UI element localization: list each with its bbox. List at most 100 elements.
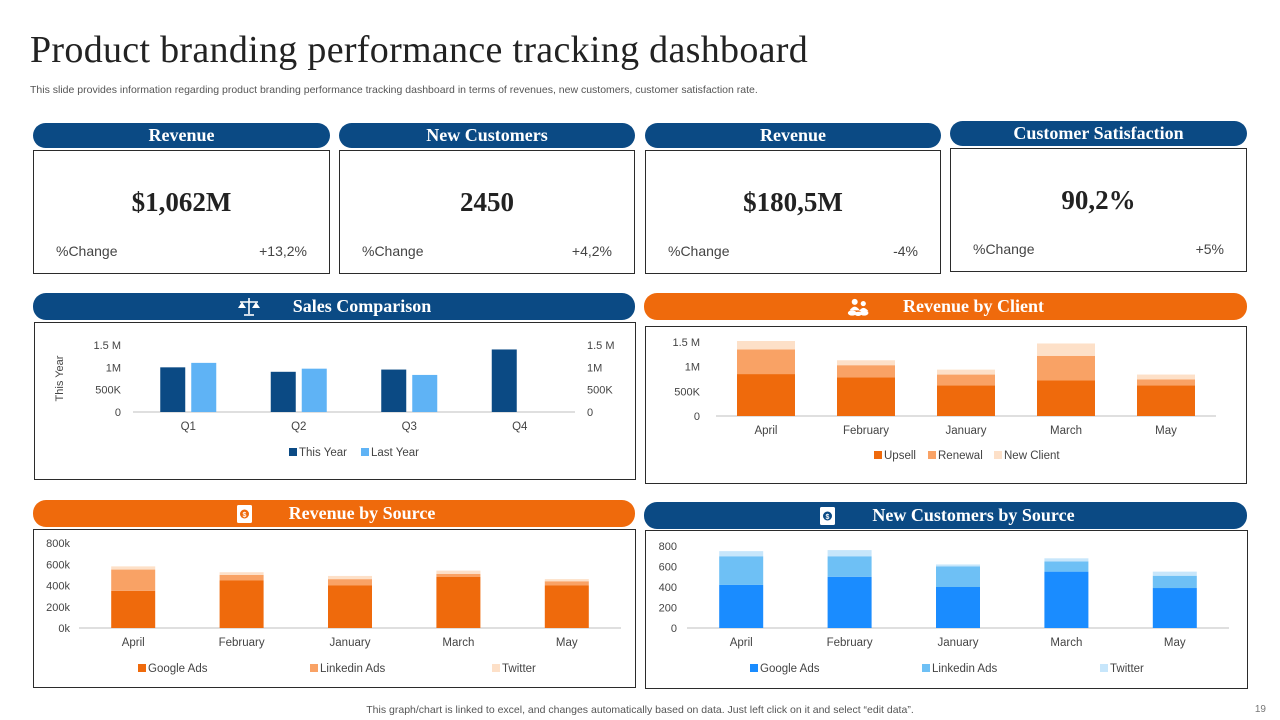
y-tick-label: 1M: [106, 362, 121, 374]
new-customers-by-source-header: $ New Customers by Source: [644, 502, 1247, 529]
page-subtitle: This slide provides information regardin…: [30, 84, 758, 96]
money-document-icon: $: [816, 505, 840, 527]
revenue-by-source-chart-box: 0k 200k 400k 600k 800k April February January Ma…: [33, 529, 636, 688]
bar-twitter: [111, 566, 156, 570]
bar-new-client: [1037, 343, 1095, 356]
kpi-value: 90,2%: [1061, 185, 1136, 215]
bar-twitter: [436, 570, 481, 574]
bar-upsell: [1137, 385, 1195, 416]
y-tick-label: 500K: [674, 386, 700, 398]
x-tick-label: May: [556, 637, 578, 649]
y-tick-label: 500K: [95, 385, 121, 397]
secondary-y-tick-label: 0: [587, 407, 593, 419]
legend-label: Google Ads: [760, 663, 820, 675]
bar-twitter: [544, 579, 589, 582]
bar-google-ads: [1152, 588, 1197, 628]
y-tick-label: 600: [659, 562, 677, 574]
revenue-by-client-chart: 0 500K 1M 1.5 M April February January March May…: [672, 337, 1216, 462]
bar-linkedin-ads: [719, 556, 764, 585]
svg-text:$: $: [242, 512, 246, 519]
bar-twitter: [328, 575, 372, 580]
bar-upsell: [937, 385, 995, 416]
legend-swatch: [994, 451, 1002, 459]
legend-swatch: [310, 664, 318, 672]
legend-label: Twitter: [1110, 663, 1144, 675]
x-tick-label: Q3: [402, 421, 417, 433]
section-header-label: New Customers by Source: [872, 505, 1075, 525]
x-tick-label: March: [1050, 425, 1082, 437]
bar-google-ads: [719, 584, 764, 628]
bar-new-client: [1137, 374, 1195, 380]
bar-upsell: [737, 374, 795, 416]
kpi-change-value: -4%: [893, 243, 918, 259]
y-tick-label: 1.5 M: [672, 337, 700, 349]
bar-this-year: [381, 369, 407, 412]
kpi-change-label: %Change: [973, 241, 1035, 257]
y-tick-label: 800: [659, 541, 677, 553]
kpi-customer-satisfaction-header: Customer Satisfaction: [950, 121, 1247, 146]
new-customers-by-source-chart: 0 200 400 600 800 April February January March Ma…: [659, 541, 1229, 675]
x-tick-label: March: [1050, 637, 1082, 649]
section-header-label: Revenue by Source: [288, 503, 436, 523]
x-tick-label: April: [754, 425, 777, 437]
bar-linkedin-ads: [936, 566, 980, 587]
sales-comparison-chart-box: 0 500K 1M 1.5 M 0 500K 1M 1.5 M This Year Q1 Q2 Q3 Q…: [34, 322, 636, 480]
svg-text:$: $: [826, 514, 830, 521]
legend-label: This Year: [299, 447, 347, 459]
kpi-value: $1,062M: [131, 187, 232, 217]
bar-linkedin-ads: [827, 556, 872, 577]
y-tick-label: 600k: [46, 559, 70, 571]
section-header-label: Sales Comparison: [292, 296, 432, 316]
bar-upsell: [837, 377, 895, 416]
bar-twitter: [936, 564, 980, 567]
kpi-new-customers-header: New Customers: [339, 123, 635, 148]
y-tick-label: 0: [115, 407, 121, 419]
legend-label: Google Ads: [148, 663, 208, 675]
legend-label: New Client: [1004, 450, 1060, 462]
y-tick-label: 200k: [46, 602, 70, 614]
legend-swatch: [492, 664, 500, 672]
kpi-value: 2450: [460, 187, 514, 217]
bar-linkedin-ads: [436, 573, 481, 577]
kpi-change-value: +13,2%: [259, 243, 307, 259]
bar-linkedin-ads: [1044, 561, 1089, 572]
kpi-header-label: Revenue: [760, 125, 826, 145]
page-title: Product branding performance tracking da…: [30, 29, 809, 71]
kpi-revenue-2-header: Revenue: [645, 123, 941, 148]
x-tick-label: March: [442, 637, 474, 649]
secondary-y-tick-label: 1M: [587, 362, 602, 374]
people-money-icon: [847, 296, 871, 318]
revenue-by-source-header: $ Revenue by Source: [33, 500, 635, 527]
x-tick-label: May: [1155, 425, 1177, 437]
y-tick-label: 0: [694, 411, 700, 423]
bar-google-ads: [328, 585, 372, 628]
kpi-revenue-2-card: $180,5M %Change -4%: [645, 150, 941, 274]
scale-icon: [237, 296, 261, 318]
bar-last-year: [191, 362, 217, 412]
legend-label: Renewal: [938, 450, 983, 462]
x-tick-label: May: [1164, 637, 1186, 649]
footer-note: This graph/chart is linked to excel, and…: [366, 704, 914, 716]
y-axis-label: This Year: [54, 355, 66, 401]
bar-linkedin-ads: [544, 581, 589, 586]
kpi-change-label: %Change: [668, 243, 730, 259]
kpi-header-label: Revenue: [148, 125, 215, 145]
bar-renewal: [937, 374, 995, 386]
x-tick-label: February: [827, 637, 873, 649]
new-customers-by-source-chart-box: 0 200 400 600 800 April February January March Ma…: [645, 530, 1248, 689]
revenue-by-source-chart: 0k 200k 400k 600k 800k April February January Ma…: [46, 538, 621, 675]
bar-new-client: [737, 341, 795, 350]
bar-this-year: [491, 349, 517, 412]
bar-new-client: [937, 369, 995, 375]
kpi-header-label: New Customers: [426, 125, 548, 145]
bar-google-ads: [827, 576, 872, 628]
kpi-change-label: %Change: [56, 243, 118, 259]
x-tick-label: April: [122, 637, 145, 649]
kpi-header-label: Customer Satisfaction: [1013, 123, 1184, 143]
x-tick-label: February: [843, 425, 889, 437]
secondary-y-tick-label: 1.5 M: [587, 340, 615, 352]
bar-this-year: [160, 367, 186, 412]
kpi-value: $180,5M: [743, 187, 843, 217]
kpi-revenue-header: Revenue: [33, 123, 330, 148]
bar-twitter: [719, 551, 764, 557]
